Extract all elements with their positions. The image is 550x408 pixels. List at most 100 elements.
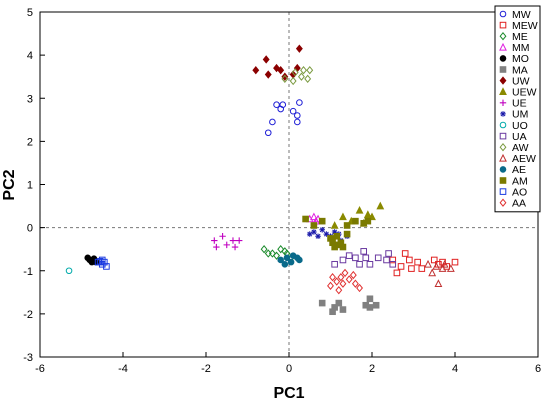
point-uw [281,72,289,81]
point-me [273,251,280,260]
reference-lines [40,12,538,357]
point-uew [376,201,385,210]
point-am [310,222,318,229]
point-ae [281,260,289,268]
legend-marker-aa [499,198,507,207]
legend-label-uo: UO [512,120,528,132]
y-tick-label: 2 [27,136,33,148]
point-mm [309,212,318,221]
point-ua [374,254,382,262]
legend-marker-aw [499,143,507,152]
data-points [65,44,459,316]
legend-label-ma: MA [512,64,528,76]
point-aw [306,66,314,75]
x-tick-label: -6 [35,363,45,375]
y-tick-label: 0 [27,223,33,235]
point-ua [366,260,374,268]
legend-marker-aew [499,153,507,162]
point-ue [231,243,239,251]
x-tick-label: -2 [201,363,211,375]
point-mw [269,118,276,126]
point-am [339,243,347,251]
point-mew [401,250,409,257]
point-mew [443,263,450,270]
x-tick-label: -4 [118,363,128,375]
point-ue [223,241,230,249]
y-tick-label: 1 [27,180,33,192]
point-aw [298,72,305,81]
point-am [352,217,359,225]
point-uew [355,205,364,214]
legend-marker-mm [499,42,507,51]
point-ua [339,256,347,264]
point-uw [277,66,285,75]
y-tick-label: 4 [27,50,33,62]
point-ua [383,256,390,264]
point-mew [430,256,438,264]
point-ma [331,304,338,311]
point-uo [65,267,73,275]
point-ua [356,260,363,268]
point-mew [451,258,459,266]
point-uw [273,63,280,73]
legend-label-ue: UE [512,98,527,110]
point-ae [296,256,303,264]
point-aa [327,281,334,291]
legend-label-uw: UW [512,75,530,87]
point-aa [329,273,337,282]
legend-label-mw: MW [512,9,531,21]
point-ma [339,306,347,313]
x-axis-label: PC1 [273,385,304,402]
point-um [315,233,321,240]
point-aw [289,76,297,86]
point-aa [337,273,345,282]
point-mw [264,129,272,137]
point-mew [418,265,426,272]
point-ao [98,256,106,264]
y-tick-label: -2 [23,309,33,321]
point-mew [406,256,413,264]
legend-label-aew: AEW [512,153,536,165]
point-aa [339,279,347,288]
point-ue [236,237,243,244]
point-ua [345,252,353,259]
y-axis-label: PC2 [1,169,18,200]
legend-marker-ao [499,188,507,195]
point-ua [385,250,392,257]
point-mw [289,107,297,115]
point-mw [294,112,301,119]
point-ua [389,260,397,268]
point-mw [296,99,303,106]
point-ue [211,237,218,244]
point-ma [372,301,380,309]
point-ae [283,254,291,262]
point-uew [363,210,372,218]
y-tick-label: -1 [23,266,33,278]
point-aa [335,285,343,295]
point-ao [98,260,106,268]
point-aew [446,264,455,272]
point-am [302,215,309,223]
legend-marker-ae [499,166,507,173]
point-ue [229,237,237,244]
point-ue [213,243,220,251]
legend-marker-me [499,32,507,41]
point-aew [432,262,441,270]
point-aw [300,66,307,75]
point-uw [264,70,272,79]
legend-label-ao: AO [512,186,527,198]
point-uw [295,44,303,53]
legend-marker-um [500,111,506,117]
point-uew [339,212,347,221]
point-aw [291,68,299,77]
point-ua [331,260,338,268]
point-ue [219,233,226,240]
point-aa [349,270,357,280]
x-tick-label: 4 [452,363,458,375]
point-me [260,245,268,254]
x-tick-label: 6 [535,363,541,375]
legend-marker-mw [499,10,507,18]
point-um [319,226,325,233]
